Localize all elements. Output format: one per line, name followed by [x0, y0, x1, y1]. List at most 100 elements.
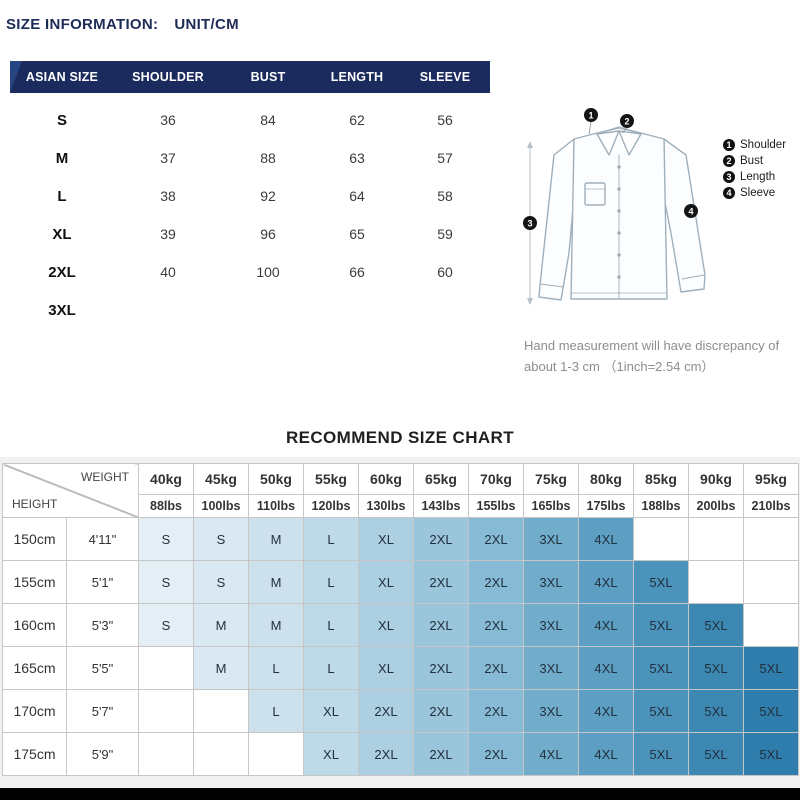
size-value-cell: 56	[437, 112, 453, 128]
size-row: L 38 92 64 58	[10, 177, 490, 215]
shirt-diagram-illustration: 1 2 3 4	[523, 108, 706, 305]
size-value-cell: 40	[160, 264, 176, 280]
matrix-size-cell: 2XL	[468, 560, 524, 604]
matrix-size-cell: 5XL	[633, 689, 689, 733]
weight-kg-header: 90kg	[688, 463, 744, 495]
matrix-size-cell: L	[303, 517, 359, 561]
matrix-size-cell: L	[303, 646, 359, 690]
size-information-label: SIZE INFORMATION:	[6, 16, 159, 33]
matrix-size-cell: 2XL	[413, 560, 469, 604]
matrix-size-cell: M	[193, 646, 249, 690]
matrix-size-cell	[138, 689, 194, 733]
weight-lbs-header: 155lbs	[468, 494, 524, 518]
matrix-size-cell: S	[138, 603, 194, 647]
matrix-size-cell: 4XL	[523, 732, 579, 776]
size-row: 3XL	[10, 291, 490, 329]
legend-label: Shoulder	[740, 139, 787, 151]
recommend-chart-title: RECOMMEND SIZE CHART	[285, 428, 515, 447]
matrix-size-cell: XL	[358, 560, 414, 604]
weight-kg-header: 75kg	[523, 463, 579, 495]
matrix-size-cell	[743, 603, 799, 647]
matrix-size-cell: XL	[358, 517, 414, 561]
height-cm-cell: 175cm	[2, 732, 67, 776]
weight-lbs-header: 175lbs	[578, 494, 634, 518]
size-value-cell: 100	[256, 264, 280, 280]
matrix-size-cell: 3XL	[523, 517, 579, 561]
matrix-size-cell: S	[193, 517, 249, 561]
weight-kg-header: 40kg	[138, 463, 194, 495]
weight-kg-header: 85kg	[633, 463, 689, 495]
size-value-cell: 96	[260, 226, 276, 242]
matrix-size-cell: L	[248, 646, 304, 690]
size-value-cell: 65	[349, 226, 365, 242]
matrix-size-cell: 2XL	[413, 689, 469, 733]
weight-lbs-header: 100lbs	[193, 494, 249, 518]
size-value-cell: 36	[160, 112, 176, 128]
size-row: S 36 84 62 56	[10, 101, 490, 139]
matrix-size-cell: 2XL	[468, 646, 524, 690]
size-table-header: ASIAN SIZE SHOULDER BUST LENGTH SLEEVE	[10, 61, 490, 93]
matrix-size-cell: 2XL	[468, 732, 524, 776]
matrix-size-cell	[688, 560, 744, 604]
matrix-size-cell	[743, 560, 799, 604]
legend-label: Length	[740, 171, 776, 183]
matrix-size-cell: S	[138, 517, 194, 561]
matrix-size-cell	[138, 732, 194, 776]
matrix-size-cell: 2XL	[468, 517, 524, 561]
size-label: S	[56, 111, 67, 129]
size-col-header: LENGTH	[330, 70, 384, 84]
matrix-size-cell: 5XL	[743, 689, 799, 733]
matrix-size-cell	[193, 732, 249, 776]
matrix-size-cell: XL	[303, 689, 359, 733]
matrix-size-cell: 3XL	[523, 560, 579, 604]
size-row: XL 39 96 65 59	[10, 215, 490, 253]
height-cm-cell: 160cm	[2, 603, 67, 647]
size-row: 2XL 40 100 66 60	[10, 253, 490, 291]
height-cm-cell: 165cm	[2, 646, 67, 690]
height-ft-cell: 5'7"	[66, 689, 139, 733]
legend-item: 1 Shoulder	[723, 137, 786, 153]
matrix-size-cell: 5XL	[743, 732, 799, 776]
legend-item: 4 Sleeve	[723, 185, 786, 201]
shirt-right-sleeve	[663, 138, 706, 293]
matrix-size-cell: 3XL	[523, 646, 579, 690]
svg-text:2: 2	[624, 116, 629, 126]
recommend-table: WEIGHT HEIGHT 40kg 45kg 50kg 55kg 60kg 65kg 70kg…	[2, 463, 799, 776]
size-value-cell: 92	[260, 188, 276, 204]
height-ft-cell: 5'1"	[66, 560, 139, 604]
weight-kg-header: 55kg	[303, 463, 359, 495]
size-value-cell: 88	[260, 150, 276, 166]
weight-lbs-header: 210lbs	[743, 494, 799, 518]
page-title: SIZE INFORMATION: UNIT/CM	[6, 16, 239, 33]
matrix-size-cell: M	[248, 603, 304, 647]
height-cm-cell: 170cm	[2, 689, 67, 733]
matrix-size-cell: 4XL	[578, 646, 634, 690]
size-col-header: SLEEVE	[419, 70, 471, 84]
diagram-legend: 1 Shoulder 2 Bust 3 Length 4 Sleeve	[723, 137, 786, 201]
matrix-size-cell: 5XL	[633, 560, 689, 604]
size-value-cell: 39	[160, 226, 176, 242]
size-value-cell: 63	[349, 150, 365, 166]
matrix-size-cell: 5XL	[688, 689, 744, 733]
weight-lbs-header: 143lbs	[413, 494, 469, 518]
matrix-size-cell: 5XL	[633, 646, 689, 690]
size-col-header: SHOULDER	[132, 70, 204, 84]
matrix-size-cell	[138, 646, 194, 690]
matrix-size-cell: 5XL	[633, 732, 689, 776]
matrix-size-cell: S	[138, 560, 194, 604]
weight-kg-header: 70kg	[468, 463, 524, 495]
matrix-size-cell: M	[248, 517, 304, 561]
matrix-size-cell: 2XL	[468, 603, 524, 647]
corner-cell: WEIGHT HEIGHT	[2, 463, 139, 518]
height-ft-cell: 5'5"	[66, 646, 139, 690]
weight-lbs-header: 188lbs	[633, 494, 689, 518]
size-value-cell: 58	[437, 188, 453, 204]
matrix-size-cell: 3XL	[523, 689, 579, 733]
matrix-size-cell	[743, 517, 799, 561]
weight-kg-header: 45kg	[193, 463, 249, 495]
size-value-cell: 64	[349, 188, 365, 204]
size-label: 3XL	[48, 301, 76, 319]
svg-text:4: 4	[688, 206, 693, 216]
shirt-pocket	[584, 182, 606, 206]
svg-text:3: 3	[527, 218, 532, 228]
